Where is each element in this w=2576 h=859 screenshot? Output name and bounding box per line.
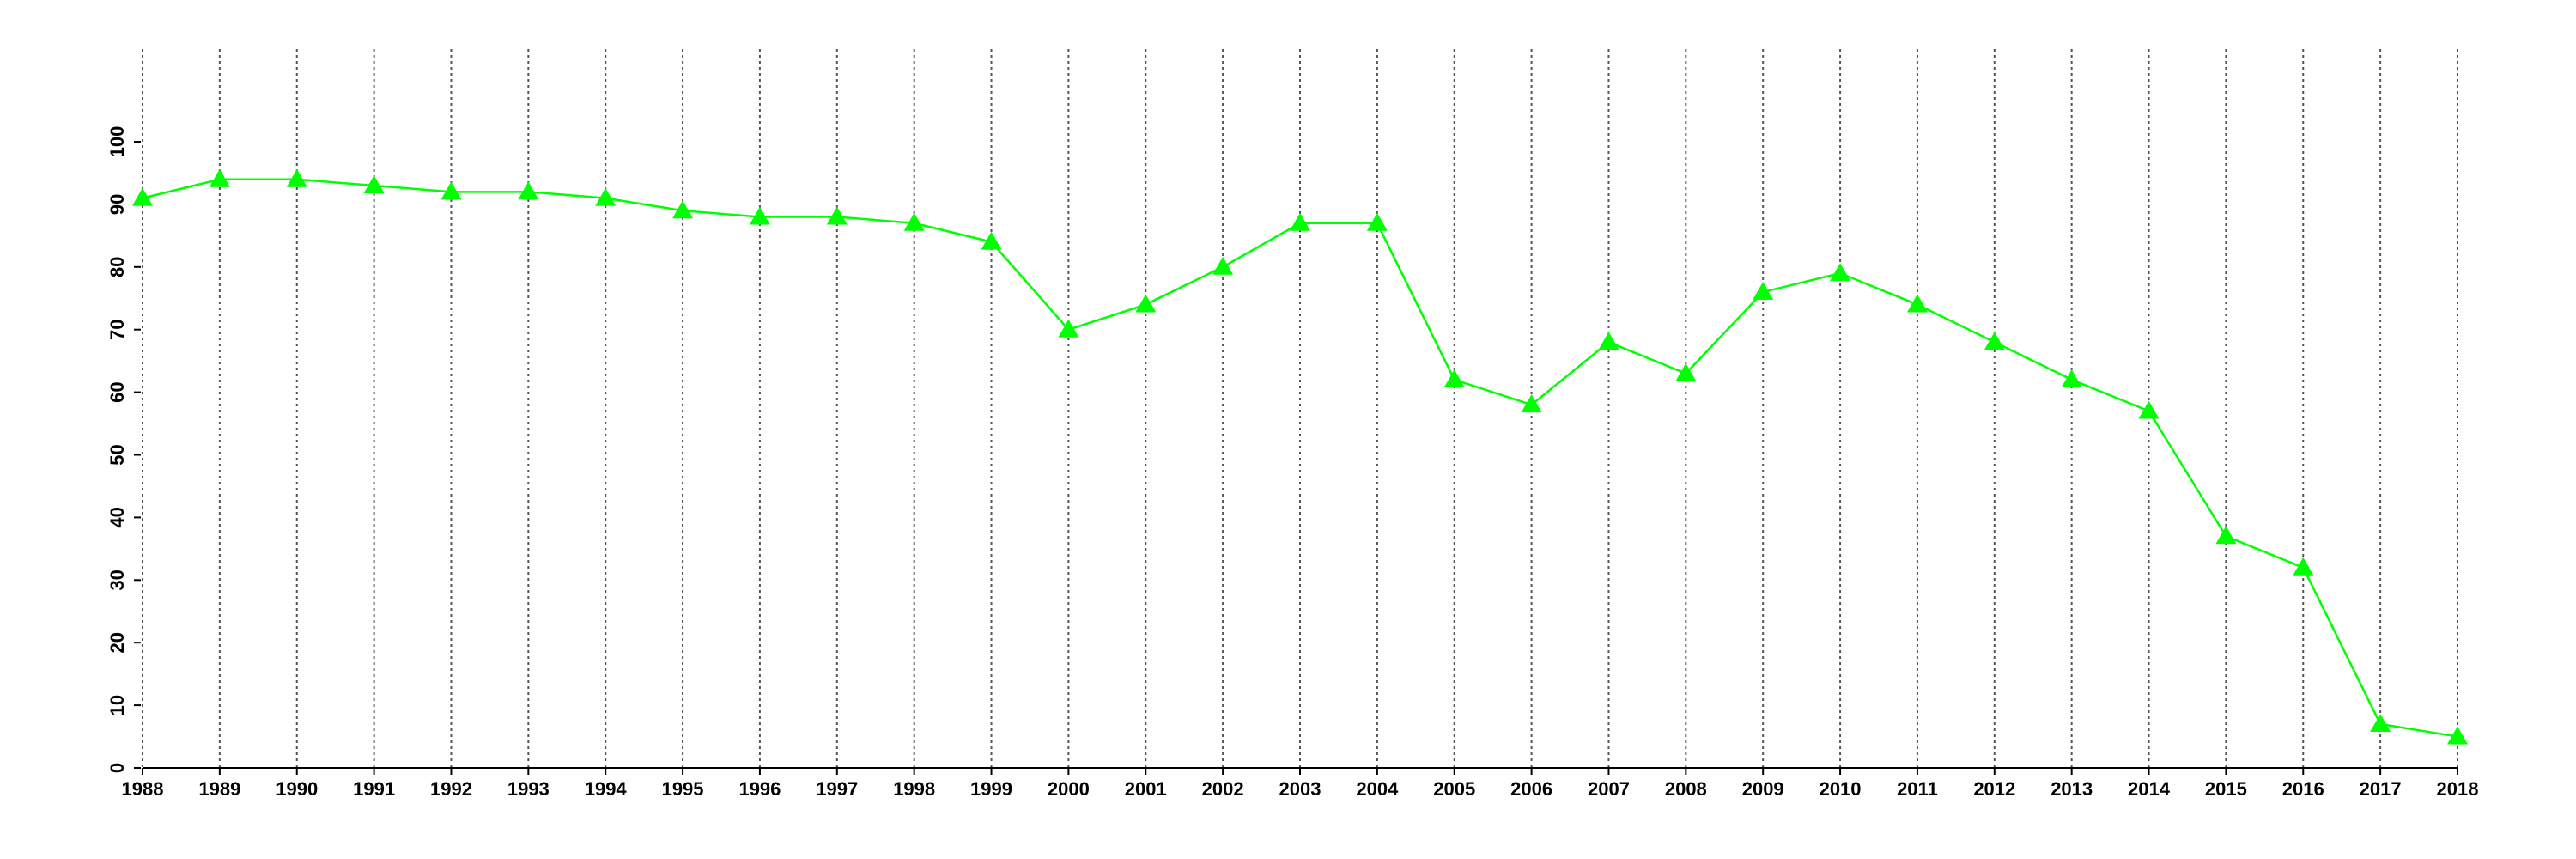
x-tick-label: 1999: [970, 778, 1012, 800]
y-tick-label: 30: [106, 570, 128, 590]
point-marker: [1598, 332, 1619, 350]
x-tick-label: 2002: [1202, 778, 1244, 800]
point-marker: [595, 187, 617, 206]
x-tick-label: 2004: [1356, 778, 1399, 800]
x-tick-label: 2005: [1433, 778, 1475, 800]
point-marker: [132, 187, 153, 206]
x-tick-label: 1996: [738, 778, 781, 800]
x-tick-label: 1994: [585, 778, 628, 800]
point-marker: [1675, 362, 1697, 381]
point-marker: [2293, 557, 2314, 576]
x-tick-label: 2001: [1125, 778, 1167, 800]
y-tick-label: 100: [106, 126, 128, 158]
point-marker: [440, 181, 462, 200]
point-marker: [2138, 400, 2160, 419]
point-marker: [1058, 319, 1079, 338]
x-tick-label: 2014: [2128, 778, 2171, 800]
x-tick-label: 2000: [1048, 778, 1090, 800]
point-marker: [1906, 294, 1928, 313]
point-marker: [1366, 212, 1388, 231]
point-marker: [981, 231, 1002, 250]
point-marker: [749, 206, 770, 225]
y-tick-label: 70: [106, 319, 128, 339]
point-marker: [2215, 526, 2237, 545]
point-marker: [286, 168, 307, 187]
point-marker: [1521, 394, 1542, 413]
x-tick-label: 1992: [430, 778, 472, 800]
point-marker: [826, 206, 848, 225]
point-marker: [1830, 263, 1851, 282]
x-tick-label: 2010: [1820, 778, 1862, 800]
point-marker: [1753, 281, 1774, 300]
point-marker: [209, 168, 230, 187]
x-tick-label: 1989: [198, 778, 240, 800]
point-marker: [1984, 332, 2005, 350]
point-marker: [518, 181, 539, 200]
y-tick-label: 90: [106, 194, 128, 215]
x-tick-label: 2011: [1897, 778, 1938, 800]
x-tick-label: 1991: [353, 778, 395, 800]
x-tick-label: 2013: [2050, 778, 2093, 800]
point-marker: [1443, 369, 1465, 388]
x-tick-label: 2015: [2205, 778, 2247, 800]
point-marker: [1212, 256, 1234, 275]
point-marker: [2370, 713, 2391, 732]
y-tick-label: 20: [106, 632, 128, 653]
x-tick-label: 1993: [507, 778, 550, 800]
x-tick-label: 2017: [2360, 778, 2402, 800]
x-tick-label: 2003: [1279, 778, 1321, 800]
x-tick-label: 2007: [1588, 778, 1630, 800]
point-marker: [2061, 369, 2082, 388]
x-tick-label: 2008: [1665, 778, 1707, 800]
x-tick-label: 2012: [1973, 778, 2015, 800]
x-tick-label: 2016: [2282, 778, 2324, 800]
point-marker: [363, 175, 385, 194]
point-marker: [903, 212, 925, 231]
x-tick-label: 2006: [1510, 778, 1552, 800]
y-tick-label: 40: [106, 507, 128, 527]
y-tick-label: 80: [106, 257, 128, 277]
x-tick-label: 1998: [893, 778, 935, 800]
y-tick-label: 10: [106, 695, 128, 716]
y-tick-label: 50: [106, 444, 128, 465]
x-tick-label: 1988: [122, 778, 164, 800]
point-marker: [672, 200, 694, 219]
x-tick-label: 1995: [662, 778, 704, 800]
x-tick-label: 2009: [1742, 778, 1784, 800]
x-tick-label: 1990: [276, 778, 318, 800]
x-tick-label: 2018: [2437, 778, 2479, 800]
y-tick-label: 0: [106, 763, 128, 773]
point-marker: [2447, 726, 2468, 745]
x-tick-label: 1997: [816, 778, 858, 800]
y-tick-label: 60: [106, 381, 128, 402]
point-marker: [1290, 212, 1310, 231]
point-marker: [1135, 294, 1157, 313]
